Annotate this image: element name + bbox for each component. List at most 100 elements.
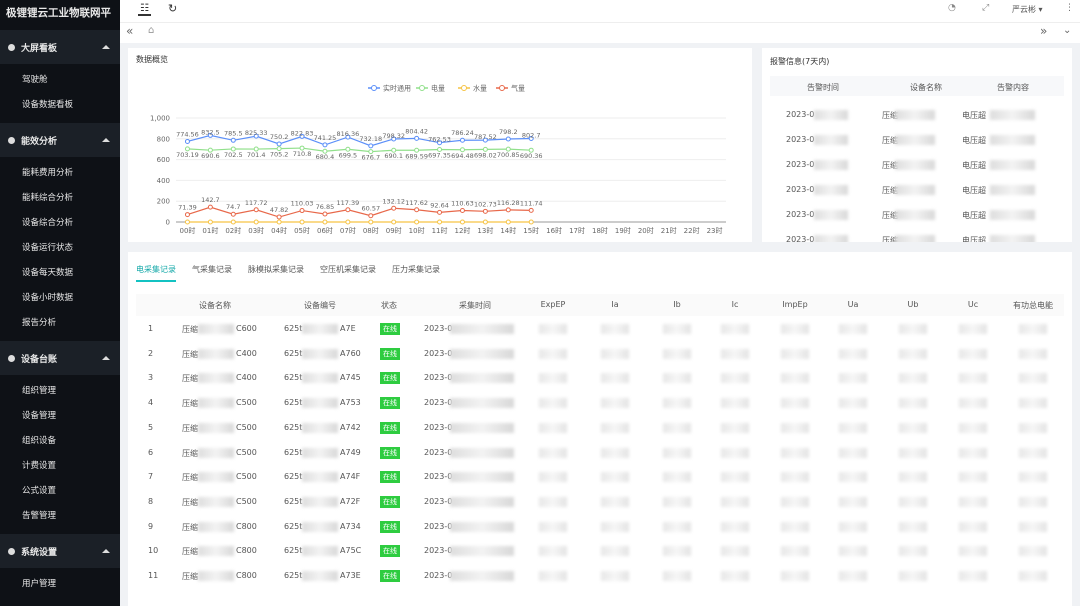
status-tag: 在线 bbox=[380, 421, 400, 434]
menu-item[interactable]: 设备管理 bbox=[22, 411, 57, 421]
blurred bbox=[539, 472, 567, 483]
status-tag: 在线 bbox=[380, 372, 400, 385]
menu-item[interactable]: 报告分析 bbox=[22, 318, 57, 328]
legend-marker bbox=[419, 85, 425, 91]
dropdown[interactable]: ⌄ bbox=[1063, 25, 1072, 36]
blurred bbox=[1019, 398, 1047, 409]
blurred bbox=[198, 348, 234, 359]
menu-item[interactable]: 能耗费用分析 bbox=[22, 168, 74, 178]
x-tick-label: 00时 bbox=[179, 226, 195, 235]
blurred bbox=[663, 496, 691, 507]
device-no-suffix: A760 bbox=[340, 348, 361, 358]
point bbox=[345, 219, 351, 225]
data-label: 816.36 bbox=[337, 130, 360, 138]
status-tag: 在线 bbox=[380, 446, 400, 459]
menu-item[interactable]: 计费设置 bbox=[22, 461, 57, 471]
collect-time: 2023-0 bbox=[424, 447, 453, 457]
home-tab[interactable]: ⌂ bbox=[148, 25, 155, 36]
blurred bbox=[959, 546, 987, 557]
prev[interactable]: « bbox=[126, 24, 134, 38]
blurred bbox=[1019, 348, 1047, 359]
status-tag: 在线 bbox=[380, 495, 400, 508]
blurred bbox=[990, 185, 1035, 195]
data-label: 774.56 bbox=[176, 130, 199, 138]
alarm-cell: 电压超 bbox=[962, 136, 986, 145]
blurred bbox=[663, 521, 691, 532]
menu-item[interactable]: 设备每天数据 bbox=[22, 268, 74, 278]
column-header: 有功总电能 bbox=[1013, 301, 1053, 310]
menu-section[interactable]: 能效分析 bbox=[0, 123, 120, 157]
menu-item[interactable]: 驾驶舱 bbox=[22, 75, 48, 85]
legend-label: 气量 bbox=[511, 84, 525, 93]
section-icon bbox=[8, 43, 15, 51]
data-label: 732.18 bbox=[359, 135, 382, 143]
blurred bbox=[895, 110, 935, 120]
tab[interactable]: 空压机采集记录 bbox=[320, 265, 376, 274]
data-label: 102.73 bbox=[474, 200, 497, 208]
menu-item[interactable]: 设备小时数据 bbox=[22, 293, 74, 303]
tab[interactable]: 电采集记录 bbox=[136, 264, 176, 282]
data-label: 699.5 bbox=[339, 151, 358, 159]
data-label: 60.57 bbox=[361, 205, 380, 213]
device-no: 625t bbox=[284, 546, 303, 556]
blurred bbox=[302, 496, 338, 507]
data-label: 71.39 bbox=[178, 204, 197, 212]
fullscreen[interactable]: ⤢ bbox=[982, 3, 990, 13]
blurred bbox=[450, 447, 514, 458]
data-label: 47.82 bbox=[270, 206, 289, 214]
menu-toggle[interactable]: ☷ bbox=[138, 3, 151, 16]
blurred bbox=[781, 496, 809, 507]
point bbox=[437, 219, 443, 225]
menu-item[interactable]: 设备数据看板 bbox=[22, 100, 74, 110]
data-label: 697.35 bbox=[428, 151, 451, 159]
blurred bbox=[601, 422, 629, 433]
menu-item[interactable]: 用户管理 bbox=[22, 579, 57, 589]
blurred bbox=[1019, 373, 1047, 384]
data-label: 132.12 bbox=[382, 197, 405, 205]
point bbox=[482, 208, 488, 214]
blurred bbox=[601, 472, 629, 483]
column-header: Ub bbox=[907, 300, 919, 309]
tab[interactable]: 气采集记录 bbox=[192, 265, 232, 274]
x-tick-label: 20时 bbox=[638, 226, 654, 235]
blurred bbox=[781, 348, 809, 359]
menu-item[interactable]: 设备运行状态 bbox=[22, 243, 74, 253]
menu-item[interactable]: 组织管理 bbox=[22, 386, 57, 396]
alarm-cell: 压缩 bbox=[882, 211, 898, 220]
device-model: C500 bbox=[236, 398, 257, 408]
more[interactable]: ⋮ bbox=[1065, 3, 1074, 13]
point bbox=[253, 207, 259, 213]
menu-item[interactable]: 组织设备 bbox=[22, 436, 57, 446]
menu-section[interactable]: 系统设置 bbox=[0, 534, 120, 568]
point bbox=[459, 207, 465, 213]
blurred bbox=[990, 210, 1035, 220]
data-label: 694.48 bbox=[451, 152, 474, 160]
menu-items: 组织管理设备管理组织设备计费设置公式设置告警管理 bbox=[0, 375, 120, 534]
y-tick-label: 200 bbox=[157, 198, 170, 206]
menu-section[interactable]: 设备台账 bbox=[0, 341, 120, 375]
refresh[interactable]: ↻ bbox=[168, 2, 178, 15]
x-tick-label: 09时 bbox=[386, 226, 402, 235]
icon[interactable]: ◔ bbox=[948, 3, 956, 13]
menu-item[interactable]: 能耗综合分析 bbox=[22, 193, 74, 203]
menu-item[interactable]: 设备综合分析 bbox=[22, 218, 74, 228]
x-tick-label: 03时 bbox=[248, 226, 264, 235]
next[interactable]: » bbox=[1040, 24, 1048, 38]
sidebar: 极锂锂云工业物联网平台 大屏看板驾驶舱设备数据看板能效分析能耗费用分析能耗综合分… bbox=[0, 0, 120, 606]
row-index: 4 bbox=[148, 398, 154, 408]
alarm-cell: 压缩 bbox=[882, 236, 898, 242]
blurred bbox=[721, 324, 749, 334]
blurred bbox=[781, 398, 809, 409]
menu-item[interactable]: 告警管理 bbox=[22, 511, 57, 521]
device-no-suffix: A74F bbox=[340, 472, 361, 482]
status-tag: 在线 bbox=[380, 347, 400, 360]
records-panel: 电采集记录 气采集记录 脉模拟采集记录 空压机采集记录 压力采集记录 设备名称 设备编号 状态… bbox=[128, 252, 1072, 606]
menu-item[interactable]: 公式设置 bbox=[22, 486, 57, 496]
tab[interactable]: 脉模拟采集记录 bbox=[248, 265, 304, 274]
user-menu[interactable]: 严云彬 ▾ bbox=[1012, 5, 1043, 14]
blurred bbox=[959, 324, 987, 334]
menu-section[interactable]: 大屏看板 bbox=[0, 30, 120, 64]
blurred bbox=[899, 422, 927, 433]
tab[interactable]: 压力采集记录 bbox=[392, 265, 440, 274]
point bbox=[253, 133, 259, 139]
